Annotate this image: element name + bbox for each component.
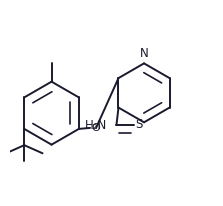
Text: S: S [135,118,143,131]
Text: H₂N: H₂N [85,119,107,132]
Text: N: N [140,47,148,60]
Text: O: O [91,123,100,133]
